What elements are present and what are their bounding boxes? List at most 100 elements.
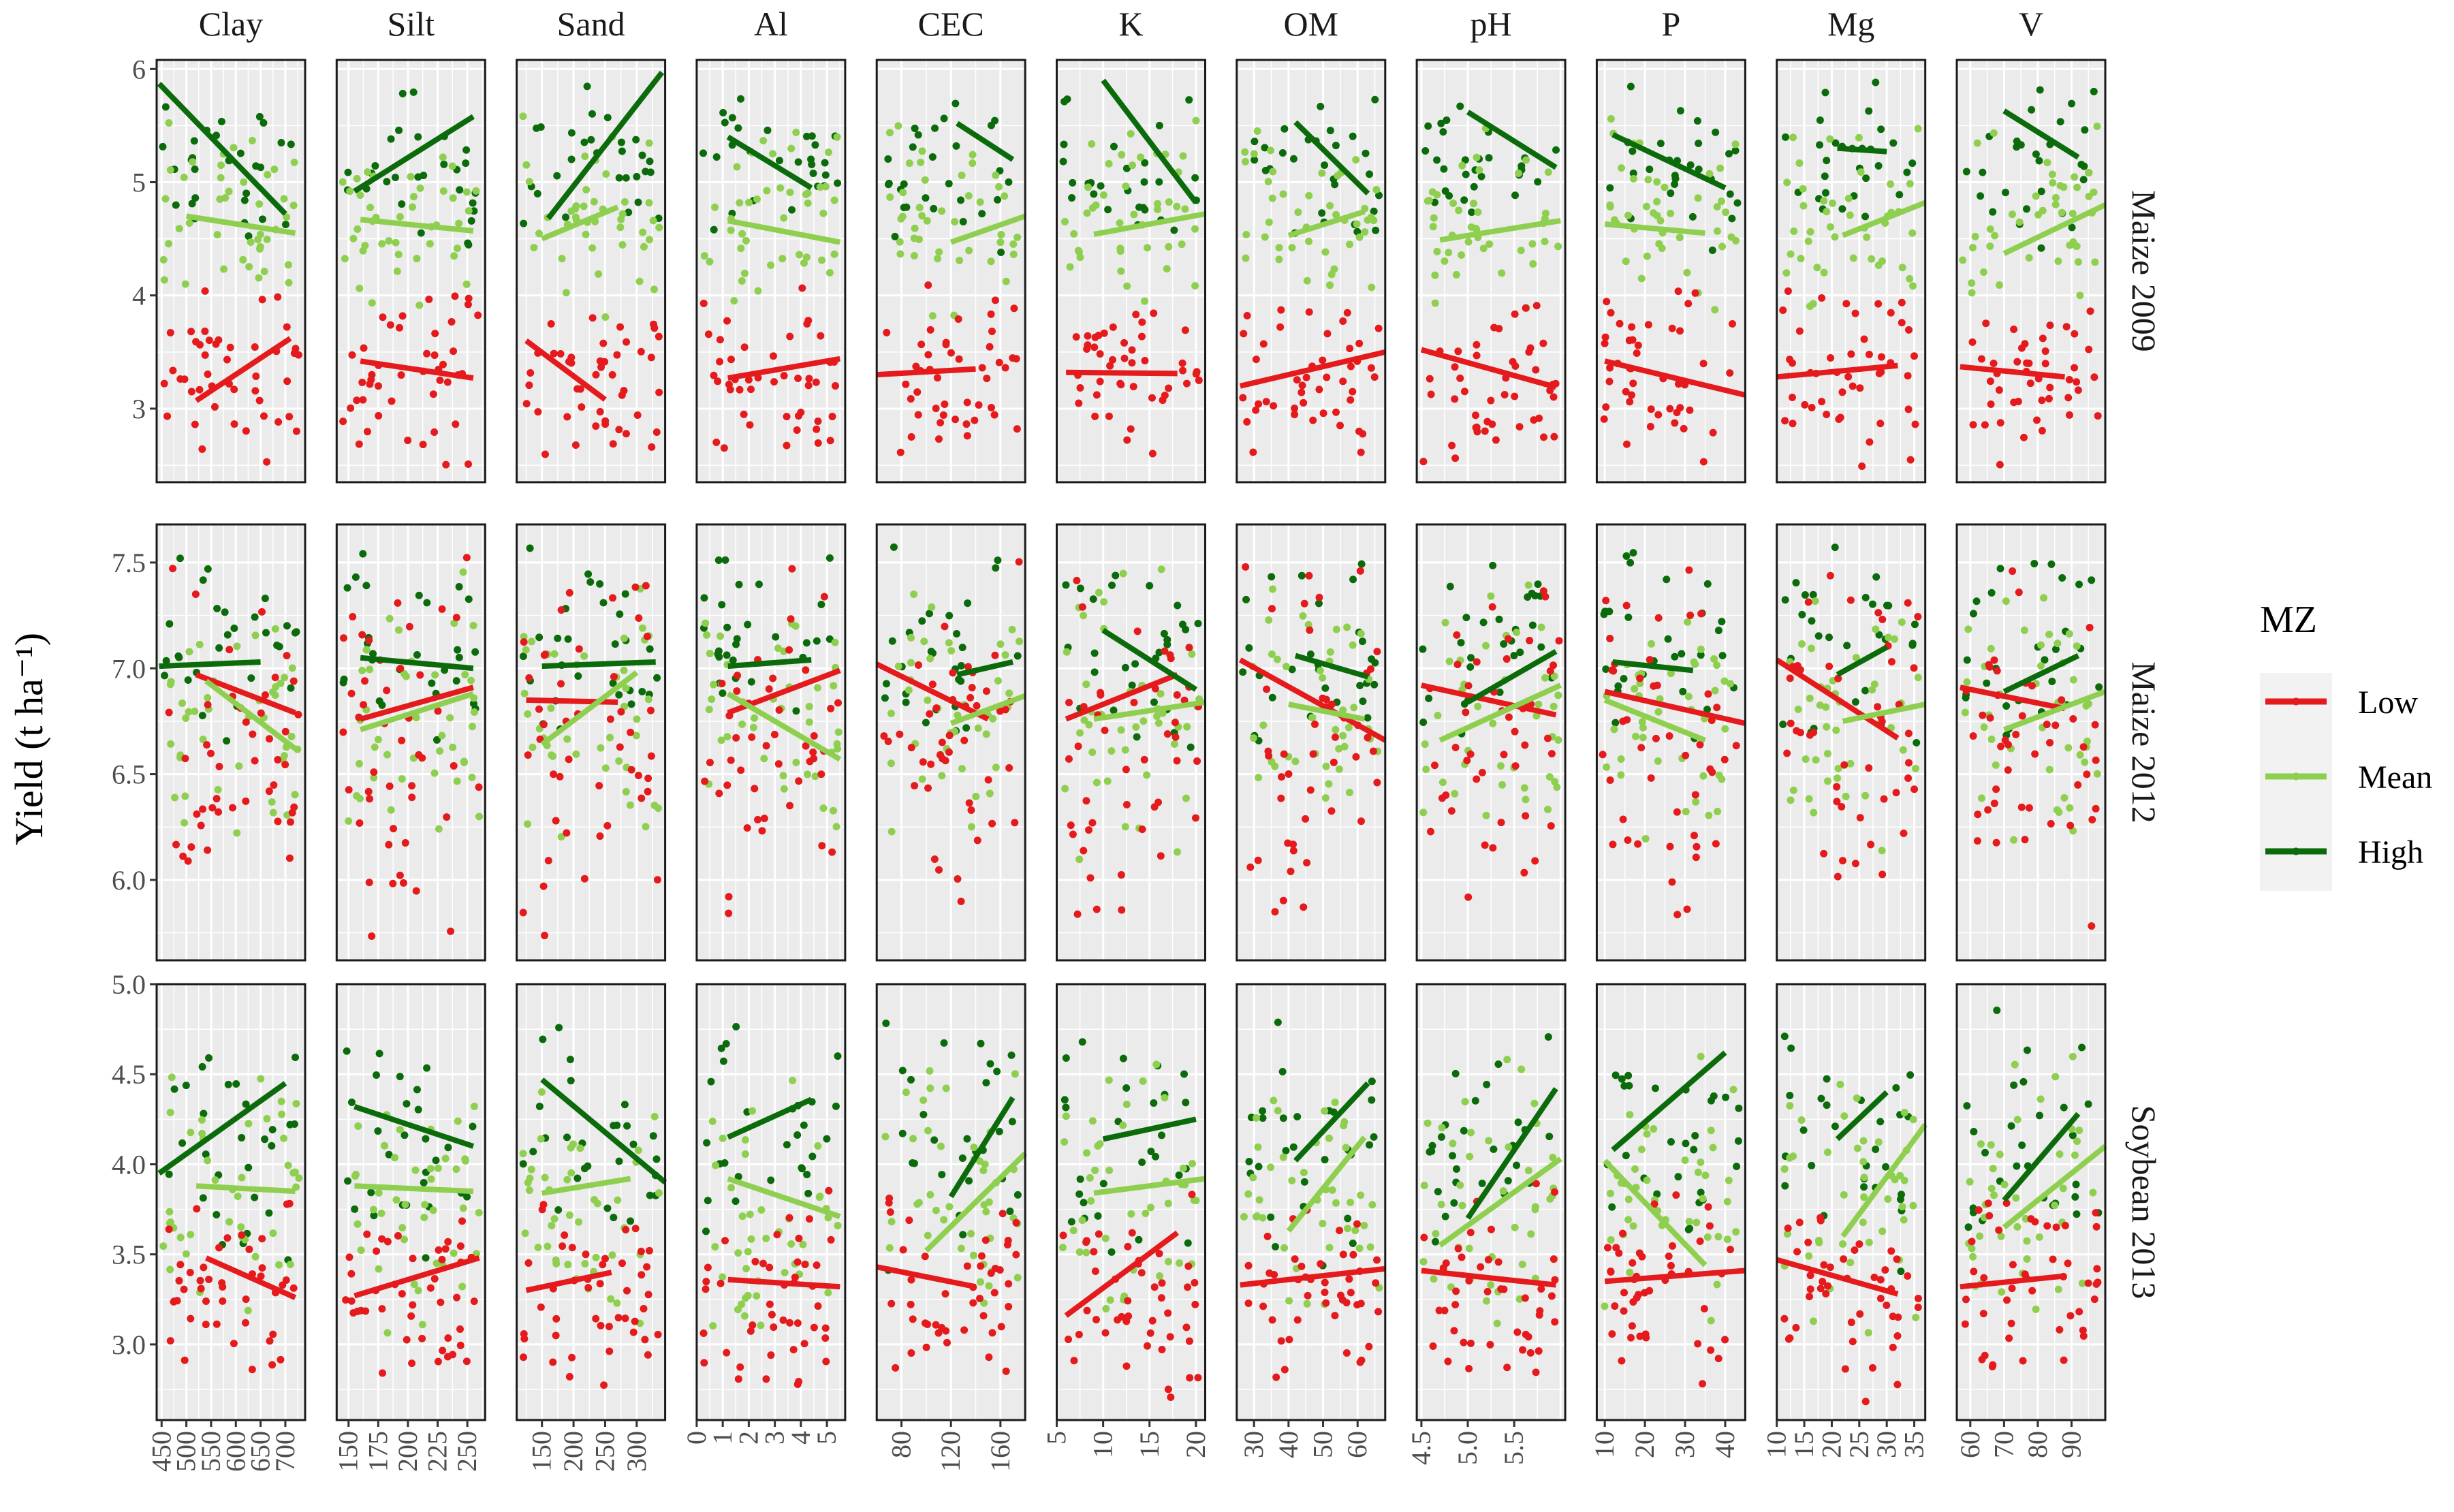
point-high (1679, 687, 1687, 695)
point-mean (632, 731, 640, 740)
point-low (1306, 786, 1315, 794)
point-low (552, 1314, 561, 1323)
point-mean (1445, 249, 1453, 257)
point-mean (753, 1292, 761, 1300)
point-mean (356, 759, 364, 768)
point-mean (386, 614, 394, 623)
point-high (422, 1254, 430, 1262)
point-mean (1130, 210, 1138, 219)
point-low (418, 1334, 426, 1342)
trend-line-mean (727, 218, 841, 245)
point-low (2084, 1279, 2092, 1287)
point-low (1297, 388, 1306, 396)
point-mean (161, 195, 170, 203)
point-low (1551, 1276, 1559, 1284)
point-mean (1095, 588, 1103, 597)
point-high (1185, 96, 1193, 104)
point-low (1893, 1381, 1902, 1389)
point-mean (461, 671, 469, 679)
point-low (1065, 699, 1073, 707)
point-mean (918, 775, 926, 783)
point-mean (2032, 192, 2040, 200)
point-mean (1685, 1218, 1693, 1226)
point-mean (1859, 1158, 1868, 1166)
point-mean (969, 159, 977, 168)
point-mean (982, 1208, 990, 1216)
point-mean (1853, 1144, 1861, 1152)
point-high (811, 141, 819, 149)
x-tick-label: 90 (2056, 1431, 2086, 1458)
point-low (1356, 1358, 1364, 1366)
point-high (423, 1064, 431, 1072)
point-mean (178, 699, 187, 708)
point-mean (926, 1084, 934, 1092)
point-low (475, 783, 483, 791)
point-low (1451, 1301, 1460, 1309)
point-mean (580, 652, 588, 660)
point-low (524, 1259, 533, 1267)
point-low (245, 1245, 253, 1253)
point-low (389, 879, 397, 887)
point-low (631, 583, 640, 591)
point-mean (1242, 254, 1250, 262)
point-low (988, 1329, 996, 1337)
trend-line-low (524, 338, 607, 402)
trend-line-low (1776, 1257, 1899, 1297)
point-mean (1900, 1176, 1908, 1184)
point-mean (380, 1141, 388, 1150)
point-low (740, 343, 749, 351)
point-low (2075, 1308, 2083, 1316)
point-mean (1269, 585, 1277, 593)
point-low (1547, 1292, 1556, 1300)
point-mean (1846, 1259, 1855, 1267)
point-mean (1986, 242, 1994, 251)
point-high (2030, 560, 2039, 568)
point-low (1721, 1336, 1729, 1344)
point-high (721, 556, 729, 564)
point-mean (1009, 250, 1018, 258)
point-low (1904, 774, 1913, 783)
point-mean (2073, 1137, 2081, 1146)
point-low (766, 1300, 774, 1308)
point-low (1599, 751, 1607, 759)
point-low (274, 293, 282, 301)
point-high (704, 1197, 712, 1205)
point-high (1816, 141, 1824, 149)
point-low (1091, 333, 1099, 341)
point-low (785, 1214, 793, 1222)
point-mean (1813, 264, 1821, 272)
point-low (1488, 603, 1496, 611)
point-low (1085, 826, 1093, 834)
point-high (343, 1047, 351, 1055)
point-low (1090, 343, 1099, 351)
trend-line-mean (1093, 699, 1206, 722)
point-low (2028, 682, 2036, 690)
point-low (1995, 1226, 2003, 1234)
point-low (1898, 298, 1906, 306)
point-low (917, 341, 926, 349)
point-mean (525, 178, 533, 186)
point-low (1505, 635, 1513, 643)
point-mean (2051, 200, 2060, 208)
point-mean (780, 785, 788, 793)
point-low (265, 787, 273, 796)
point-mean (1617, 755, 1625, 763)
point-mean (727, 226, 735, 234)
point-high (2037, 187, 2045, 195)
trend-line-low (1239, 349, 1386, 389)
point-mean (1157, 565, 1165, 573)
point-mean (1811, 597, 1819, 605)
panel-al-2 (695, 523, 847, 962)
point-high (821, 171, 830, 179)
point-mean (745, 198, 753, 206)
point-mean (356, 191, 364, 200)
point-low (388, 397, 396, 405)
point-mean (1610, 725, 1618, 734)
point-high (1962, 693, 1970, 702)
trend-line-low (727, 356, 840, 381)
point-low (814, 439, 822, 447)
point-low (2064, 394, 2073, 402)
legend-point-low (2292, 697, 2300, 706)
point-mean (1008, 625, 1016, 633)
point-mean (975, 1157, 984, 1165)
